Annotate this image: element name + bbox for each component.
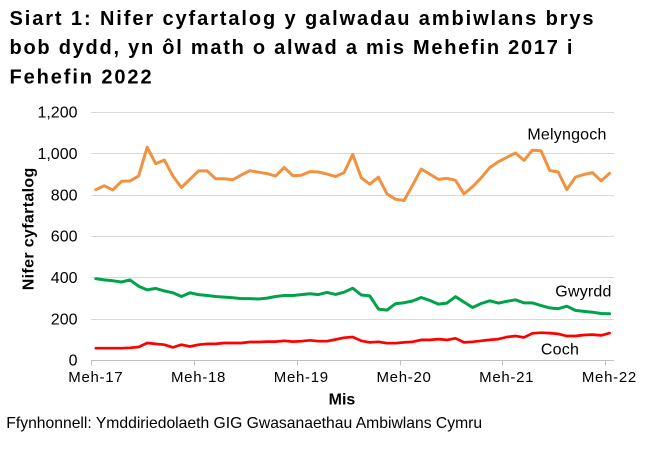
svg-text:600: 600 bbox=[51, 229, 78, 246]
svg-text:400: 400 bbox=[51, 270, 78, 287]
svg-text:Ffynhonnell: Ymddiriedolaeth G: Ffynhonnell: Ymddiriedolaeth GIG Gwasana… bbox=[6, 415, 482, 432]
svg-text:Meh-20: Meh-20 bbox=[376, 369, 431, 386]
svg-text:1,200: 1,200 bbox=[37, 105, 77, 122]
svg-text:1,000: 1,000 bbox=[37, 146, 77, 163]
svg-text:Mis: Mis bbox=[329, 392, 356, 409]
svg-text:Fehefin 2022: Fehefin 2022 bbox=[10, 67, 154, 89]
svg-text:800: 800 bbox=[51, 187, 78, 204]
svg-text:Coch: Coch bbox=[541, 341, 579, 358]
svg-text:Meh-22: Meh-22 bbox=[582, 369, 637, 386]
svg-text:0: 0 bbox=[69, 353, 78, 370]
svg-text:Meh-19: Meh-19 bbox=[274, 369, 329, 386]
svg-text:Meh-21: Meh-21 bbox=[479, 369, 534, 386]
svg-text:Nifer cyfartalog: Nifer cyfartalog bbox=[21, 167, 38, 290]
svg-text:bob dydd, yn ôl math o alwad a: bob dydd, yn ôl math o alwad a mis Mehef… bbox=[10, 37, 575, 59]
svg-text:Siart 1: Nifer cyfartalog y ga: Siart 1: Nifer cyfartalog y galwadau amb… bbox=[10, 8, 596, 30]
svg-text:Meh-18: Meh-18 bbox=[171, 369, 226, 386]
svg-text:200: 200 bbox=[51, 311, 78, 328]
svg-text:Melyngoch: Melyngoch bbox=[527, 127, 606, 144]
svg-text:Meh-17: Meh-17 bbox=[68, 369, 123, 386]
svg-text:Gwyrdd: Gwyrdd bbox=[555, 283, 611, 300]
